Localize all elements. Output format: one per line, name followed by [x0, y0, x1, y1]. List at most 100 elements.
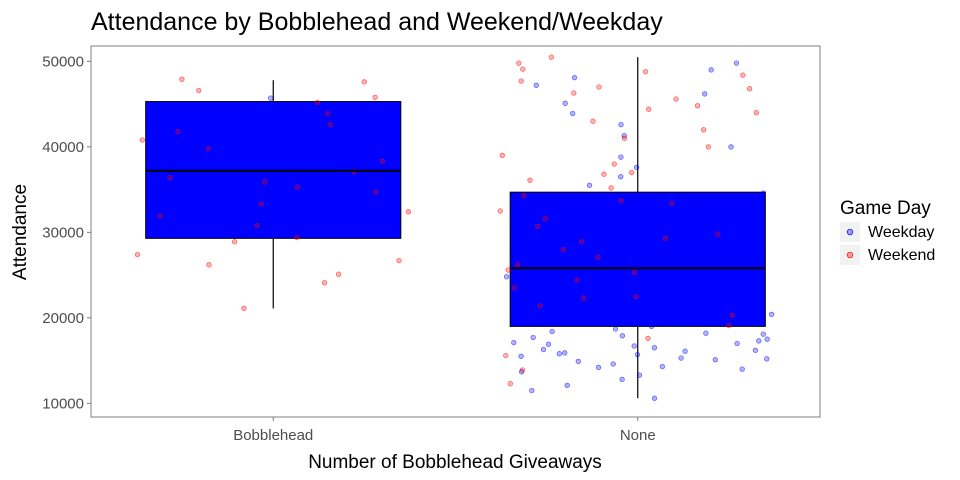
- point-weekend: [258, 201, 264, 207]
- point-weekend: [700, 127, 707, 133]
- point-weekend: [262, 179, 268, 185]
- point-weekday: [752, 347, 759, 353]
- point-weekday: [620, 308, 626, 314]
- point-weekday: [510, 215, 516, 221]
- point-weekend: [662, 235, 669, 241]
- point-weekday: [610, 209, 617, 215]
- point-weekday: [267, 95, 274, 101]
- point-weekday: [678, 355, 684, 361]
- point-weekday: [586, 248, 592, 254]
- point-weekend: [642, 68, 649, 75]
- point-weekday: [534, 236, 541, 242]
- point-weekday: [651, 395, 658, 401]
- point-weekday: [768, 311, 775, 318]
- point-weekend: [139, 137, 145, 143]
- point-weekday: [651, 345, 658, 351]
- point-weekend: [527, 177, 533, 183]
- point-weekend: [571, 90, 577, 96]
- y-tick-label: 20000: [42, 310, 84, 327]
- point-weekday: [619, 333, 626, 339]
- point-weekday: [570, 110, 576, 117]
- point-weekday: [650, 292, 656, 299]
- x-tick-label: None: [620, 427, 656, 444]
- point-weekend: [396, 257, 402, 264]
- point-weekday: [544, 315, 550, 321]
- point-weekend: [645, 335, 651, 342]
- point-weekend: [294, 184, 301, 190]
- point-weekday: [595, 364, 602, 371]
- point-weekend: [705, 144, 712, 150]
- point-weekday: [539, 294, 545, 300]
- point-weekday: [739, 366, 745, 372]
- y-axis-title: Attendance: [10, 184, 31, 280]
- y-tick-label: 40000: [42, 139, 84, 156]
- point-weekend: [507, 381, 513, 387]
- point-weekday: [562, 100, 568, 106]
- legend-label-weekend: Weekend: [868, 247, 935, 264]
- point-weekday: [663, 255, 669, 261]
- point-weekday: [621, 226, 627, 232]
- point-weekday: [571, 74, 578, 81]
- point-weekend: [590, 118, 596, 124]
- point-weekday: [682, 321, 688, 327]
- point-weekend: [518, 78, 524, 84]
- point-weekend: [753, 110, 759, 116]
- point-weekday: [562, 350, 568, 356]
- point-weekday: [561, 304, 567, 311]
- point-weekend: [361, 79, 367, 85]
- point-weekend: [581, 295, 587, 301]
- point-weekday: [764, 336, 770, 342]
- point-weekday: [634, 351, 641, 358]
- point-weekday: [564, 382, 570, 389]
- point-weekend: [372, 94, 378, 100]
- point-weekday: [556, 351, 562, 357]
- point-weekday: [511, 339, 517, 346]
- point-weekend: [534, 223, 541, 230]
- point-weekend: [560, 246, 567, 253]
- point-weekend: [601, 171, 607, 177]
- point-weekday: [608, 251, 614, 257]
- chart-title: Attendance by Bobblehead and Weekend/Wee…: [91, 8, 663, 36]
- x-axis: Bobblehead None: [233, 417, 656, 444]
- point-weekend: [516, 60, 522, 66]
- point-weekday: [593, 284, 600, 290]
- point-weekday: [533, 82, 539, 88]
- point-weekend: [608, 185, 614, 191]
- point-weekday: [702, 91, 708, 97]
- y-axis: 10000 20000 30000 40000 50000: [42, 53, 91, 412]
- point-weekday: [549, 328, 555, 335]
- point-weekday: [703, 330, 709, 336]
- point-weekend: [611, 161, 617, 167]
- point-weekend: [673, 96, 679, 102]
- y-tick-label: 10000: [42, 395, 84, 412]
- point-weekend: [514, 262, 521, 268]
- point-weekday: [562, 259, 568, 265]
- legend-marker-weekend: [846, 251, 854, 259]
- point-weekend: [314, 99, 321, 106]
- point-weekend: [726, 322, 732, 329]
- point-weekday: [764, 356, 770, 362]
- point-weekend: [621, 135, 628, 141]
- point-weekday: [710, 291, 716, 297]
- point-weekend: [503, 352, 509, 359]
- point-weekend: [511, 285, 517, 291]
- point-weekend: [294, 234, 300, 241]
- point-weekday: [529, 387, 535, 394]
- point-weekend: [405, 209, 412, 215]
- point-weekday: [588, 298, 594, 304]
- point-weekend: [206, 262, 212, 268]
- point-weekend: [729, 312, 735, 318]
- point-weekend: [694, 103, 701, 109]
- y-tick-label: 50000: [42, 53, 84, 70]
- point-weekend: [669, 200, 675, 206]
- point-weekday: [734, 340, 740, 347]
- point-weekday: [574, 318, 581, 324]
- point-weekday: [619, 376, 625, 383]
- point-weekday: [586, 182, 593, 188]
- legend-key-weekend: [840, 245, 860, 265]
- point-weekday: [633, 164, 640, 171]
- point-weekend: [520, 66, 526, 72]
- point-weekend: [519, 367, 526, 373]
- point-weekday: [559, 231, 565, 237]
